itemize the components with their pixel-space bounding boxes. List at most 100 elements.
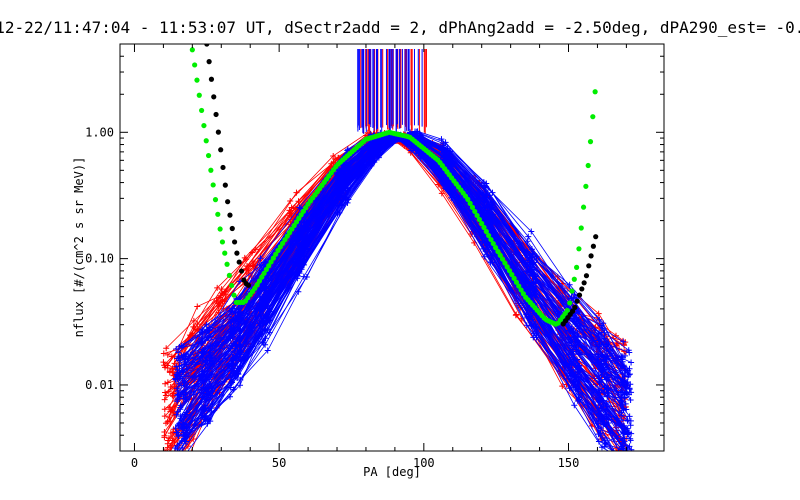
- fit-point: [208, 167, 214, 173]
- data-point: [164, 444, 171, 451]
- fit-point: [225, 199, 231, 205]
- data-point: [343, 173, 350, 180]
- data-point: [181, 421, 188, 428]
- data-point: [489, 259, 496, 266]
- data-point: [199, 353, 206, 360]
- fit-point: [234, 250, 240, 256]
- data-point: [164, 472, 170, 478]
- data-point: [162, 455, 168, 461]
- data-point: [237, 356, 244, 363]
- data-point: [262, 327, 269, 334]
- data-point: [160, 359, 167, 366]
- data-point: [407, 129, 414, 136]
- fit-point: [206, 59, 212, 65]
- data-point: [621, 463, 627, 469]
- data-point: [600, 397, 607, 404]
- fit-point: [516, 283, 522, 289]
- fit-point: [585, 162, 591, 169]
- data-point: [484, 202, 491, 209]
- data-point: [593, 348, 600, 355]
- data-point: [624, 417, 631, 424]
- fit-point: [256, 278, 263, 284]
- data-point: [257, 261, 264, 268]
- data-point: [262, 310, 269, 317]
- data-point: [169, 464, 175, 470]
- data-point: [205, 328, 212, 335]
- data-point: [626, 452, 632, 458]
- data-point: [173, 454, 179, 460]
- data-point: [162, 389, 169, 396]
- data-point: [619, 451, 625, 457]
- data-point: [181, 435, 188, 442]
- data-point: [624, 445, 631, 451]
- fit-point: [474, 212, 480, 219]
- data-point: [178, 362, 185, 369]
- data-point: [161, 406, 168, 413]
- data-point: [171, 360, 178, 367]
- data-point: [627, 435, 634, 442]
- data-point: [199, 326, 206, 333]
- data-point: [628, 469, 634, 475]
- data-point: [161, 362, 168, 369]
- fit-point: [483, 228, 489, 235]
- fit-point: [479, 220, 485, 227]
- fit-point: [574, 264, 580, 270]
- data-point: [179, 450, 181, 451]
- data-point: [244, 262, 251, 269]
- data-point: [376, 138, 383, 145]
- data-point: [199, 328, 206, 335]
- data-point: [623, 448, 630, 451]
- data-point: [292, 205, 299, 212]
- data-point: [595, 330, 602, 337]
- data-point: [259, 281, 266, 288]
- fit-point: [268, 259, 274, 265]
- data-point: [166, 469, 172, 475]
- fit-point: [210, 182, 216, 188]
- data-point: [626, 386, 633, 393]
- fit-point: [583, 273, 590, 279]
- data-point: [222, 291, 229, 298]
- data-point: [267, 294, 274, 301]
- data-point: [529, 272, 536, 279]
- fit-point: [467, 200, 473, 206]
- data-point: [161, 413, 168, 420]
- data-point: [627, 396, 634, 403]
- data-point: [186, 452, 192, 458]
- data-point: [626, 391, 633, 398]
- data-point: [330, 152, 337, 159]
- data-point: [288, 204, 295, 211]
- data-point: [214, 284, 221, 291]
- fit-point: [576, 292, 583, 298]
- fit-point: [572, 304, 578, 310]
- fit-point: [220, 164, 226, 171]
- data-point: [160, 350, 167, 357]
- fit-point: [212, 197, 219, 203]
- data-point: [620, 454, 626, 460]
- data-point: [406, 140, 413, 147]
- fit-point: [201, 122, 207, 129]
- data-point: [183, 409, 190, 416]
- data-point: [628, 461, 634, 467]
- data-point: [529, 250, 536, 257]
- data-point: [335, 179, 342, 186]
- fit-point: [574, 298, 580, 304]
- data-point: [530, 322, 537, 329]
- data-point: [174, 408, 181, 415]
- data-point: [576, 368, 583, 375]
- data-point: [164, 464, 170, 470]
- data-point: [442, 177, 449, 184]
- data-point: [266, 329, 273, 336]
- data-point: [623, 427, 630, 434]
- data-point: [620, 435, 627, 442]
- data-point: [257, 294, 264, 301]
- data-point: [568, 295, 575, 302]
- data-point: [600, 356, 607, 363]
- data-point: [162, 380, 169, 387]
- data-point: [178, 417, 185, 424]
- fit-point: [509, 271, 515, 278]
- fit-point: [569, 308, 576, 314]
- fit-point: [231, 239, 238, 245]
- data-point: [623, 463, 629, 469]
- data-point: [204, 394, 211, 401]
- data-point: [486, 192, 493, 199]
